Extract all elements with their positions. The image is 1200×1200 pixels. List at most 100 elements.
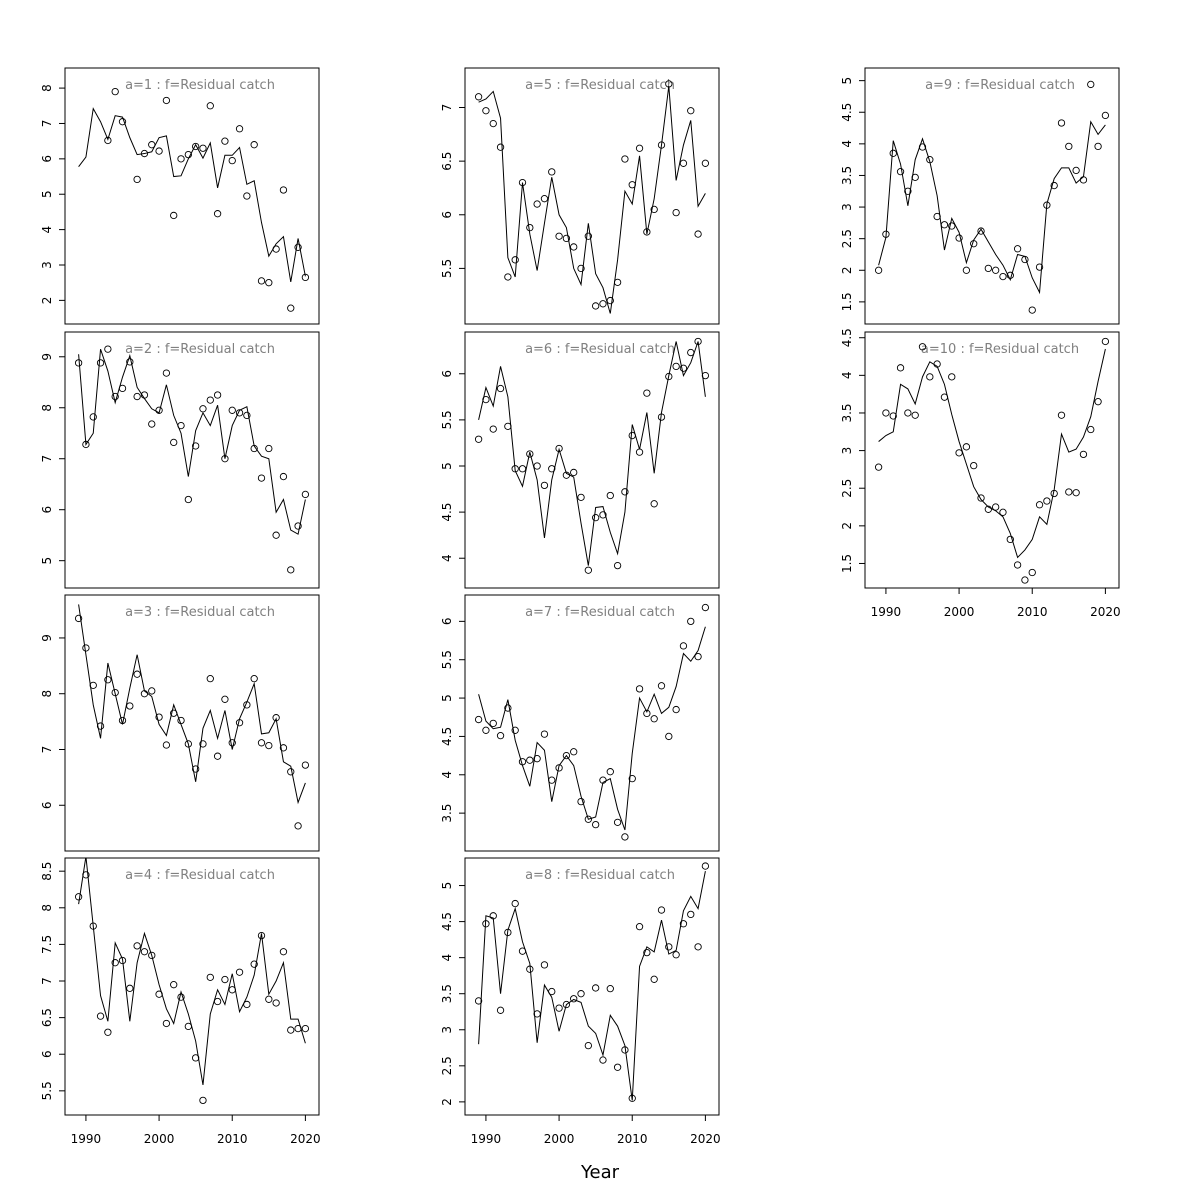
series-point <box>206 675 214 683</box>
series-point <box>570 243 578 251</box>
y-tick-label: 5.5 <box>440 650 454 669</box>
series-point <box>265 444 273 453</box>
series-point <box>577 264 585 273</box>
series-point <box>562 751 571 760</box>
y-tick-label: 4.5 <box>440 912 454 931</box>
series-point <box>140 391 149 399</box>
series-point <box>1079 176 1088 184</box>
y-tick-label: 5.5 <box>40 1081 54 1100</box>
series-point <box>577 493 585 501</box>
series-point <box>650 205 658 214</box>
series-point <box>170 211 178 220</box>
panel-8: 2 2.5 3 3.5 4 4.5 5 1990 2000 2010 2020 a=8 : f=Res… <box>440 857 721 1146</box>
series-point <box>889 149 897 157</box>
series-point <box>533 755 541 763</box>
plot-area <box>474 337 710 574</box>
series-point <box>482 726 490 734</box>
series-point <box>526 756 534 764</box>
series-point <box>562 234 571 243</box>
series-point <box>504 273 512 281</box>
series-point <box>82 871 90 879</box>
y-tick-label: 3 <box>440 1026 454 1034</box>
y-tick-label: 6 <box>40 506 54 514</box>
y-tick-label: 4 <box>40 226 54 234</box>
series-point <box>257 474 266 482</box>
series-point <box>504 928 512 937</box>
series-line <box>478 871 706 1101</box>
series-point <box>1028 568 1036 577</box>
series-point <box>889 412 897 420</box>
series-point <box>104 136 112 145</box>
series-point <box>679 364 688 372</box>
y-tick-label: 1.5 <box>840 292 854 311</box>
series-point <box>599 300 607 308</box>
series-point <box>635 448 644 456</box>
series-point <box>104 1028 112 1036</box>
series-point <box>301 273 310 282</box>
series-point <box>489 425 497 433</box>
series-point <box>511 256 519 264</box>
series-point <box>199 144 207 152</box>
series-point <box>82 644 90 652</box>
series-point <box>643 709 651 718</box>
series-point <box>184 1022 192 1031</box>
series-point <box>621 155 629 163</box>
x-tick-label: 2020 <box>290 1132 321 1146</box>
series-point <box>133 175 141 184</box>
series-point <box>562 1000 571 1009</box>
x-tick-label: 2000 <box>144 1132 175 1146</box>
series-point <box>999 272 1007 281</box>
series-point <box>199 405 207 413</box>
series-point <box>933 360 941 368</box>
series-point <box>874 463 883 471</box>
series-point <box>904 187 912 195</box>
panels: 2 3 4 5 6 7 8 a=1 : f=Residual catch 5 6 7 8 9 a=2 : … <box>40 67 1121 1146</box>
y-tick-label: 5 <box>840 77 854 85</box>
series-point <box>177 155 185 163</box>
series-point <box>635 144 644 152</box>
series-line <box>478 85 706 314</box>
series-point <box>272 531 280 539</box>
series-point <box>287 1026 295 1034</box>
panel-9: 1.5 2 2.5 3 3.5 4 4.5 5 a=9 : f=Residual catch <box>840 67 1120 325</box>
series-point <box>192 765 200 773</box>
series-point <box>926 373 934 381</box>
series-point <box>228 406 236 414</box>
y-tick-label: 2.5 <box>440 1056 454 1075</box>
series-point <box>294 1024 302 1033</box>
series-point <box>896 168 905 176</box>
y-tick-label: 7 <box>40 746 54 754</box>
series-point <box>977 227 985 235</box>
series-point <box>599 511 607 519</box>
y-tick-label: 4.5 <box>440 503 454 522</box>
series-point <box>111 87 119 96</box>
series-point <box>1101 337 1110 346</box>
y-tick-label: 4.5 <box>840 328 854 347</box>
series-point <box>592 302 600 310</box>
series-point <box>489 719 497 728</box>
series-point <box>584 815 592 823</box>
series-line <box>78 858 306 1086</box>
series-point <box>540 730 549 738</box>
y-tick-label: 6 <box>440 370 454 378</box>
series-point <box>694 230 702 238</box>
series-point <box>584 1041 592 1050</box>
series-point <box>140 690 149 698</box>
series-point <box>940 393 949 401</box>
y-tick-label: 7 <box>40 977 54 985</box>
series-point <box>518 947 527 955</box>
series-point <box>221 137 229 145</box>
series-point <box>592 984 600 992</box>
x-tick-label: 2020 <box>1090 605 1121 619</box>
panel-title: a=7 : f=Residual catch <box>525 605 675 620</box>
series-point <box>279 948 288 956</box>
series-point <box>657 682 666 690</box>
series-point <box>1072 489 1080 497</box>
series-point <box>74 614 83 623</box>
y-tick-label: 2.5 <box>840 229 854 248</box>
panel-title: a=5 : f=Residual catch <box>525 78 675 93</box>
series-point <box>672 362 680 371</box>
series-point <box>279 744 288 752</box>
panel-10: 1.5 2 2.5 3 3.5 4 4.5 1990 2000 2010 2020 a=10 : f=… <box>840 328 1121 619</box>
